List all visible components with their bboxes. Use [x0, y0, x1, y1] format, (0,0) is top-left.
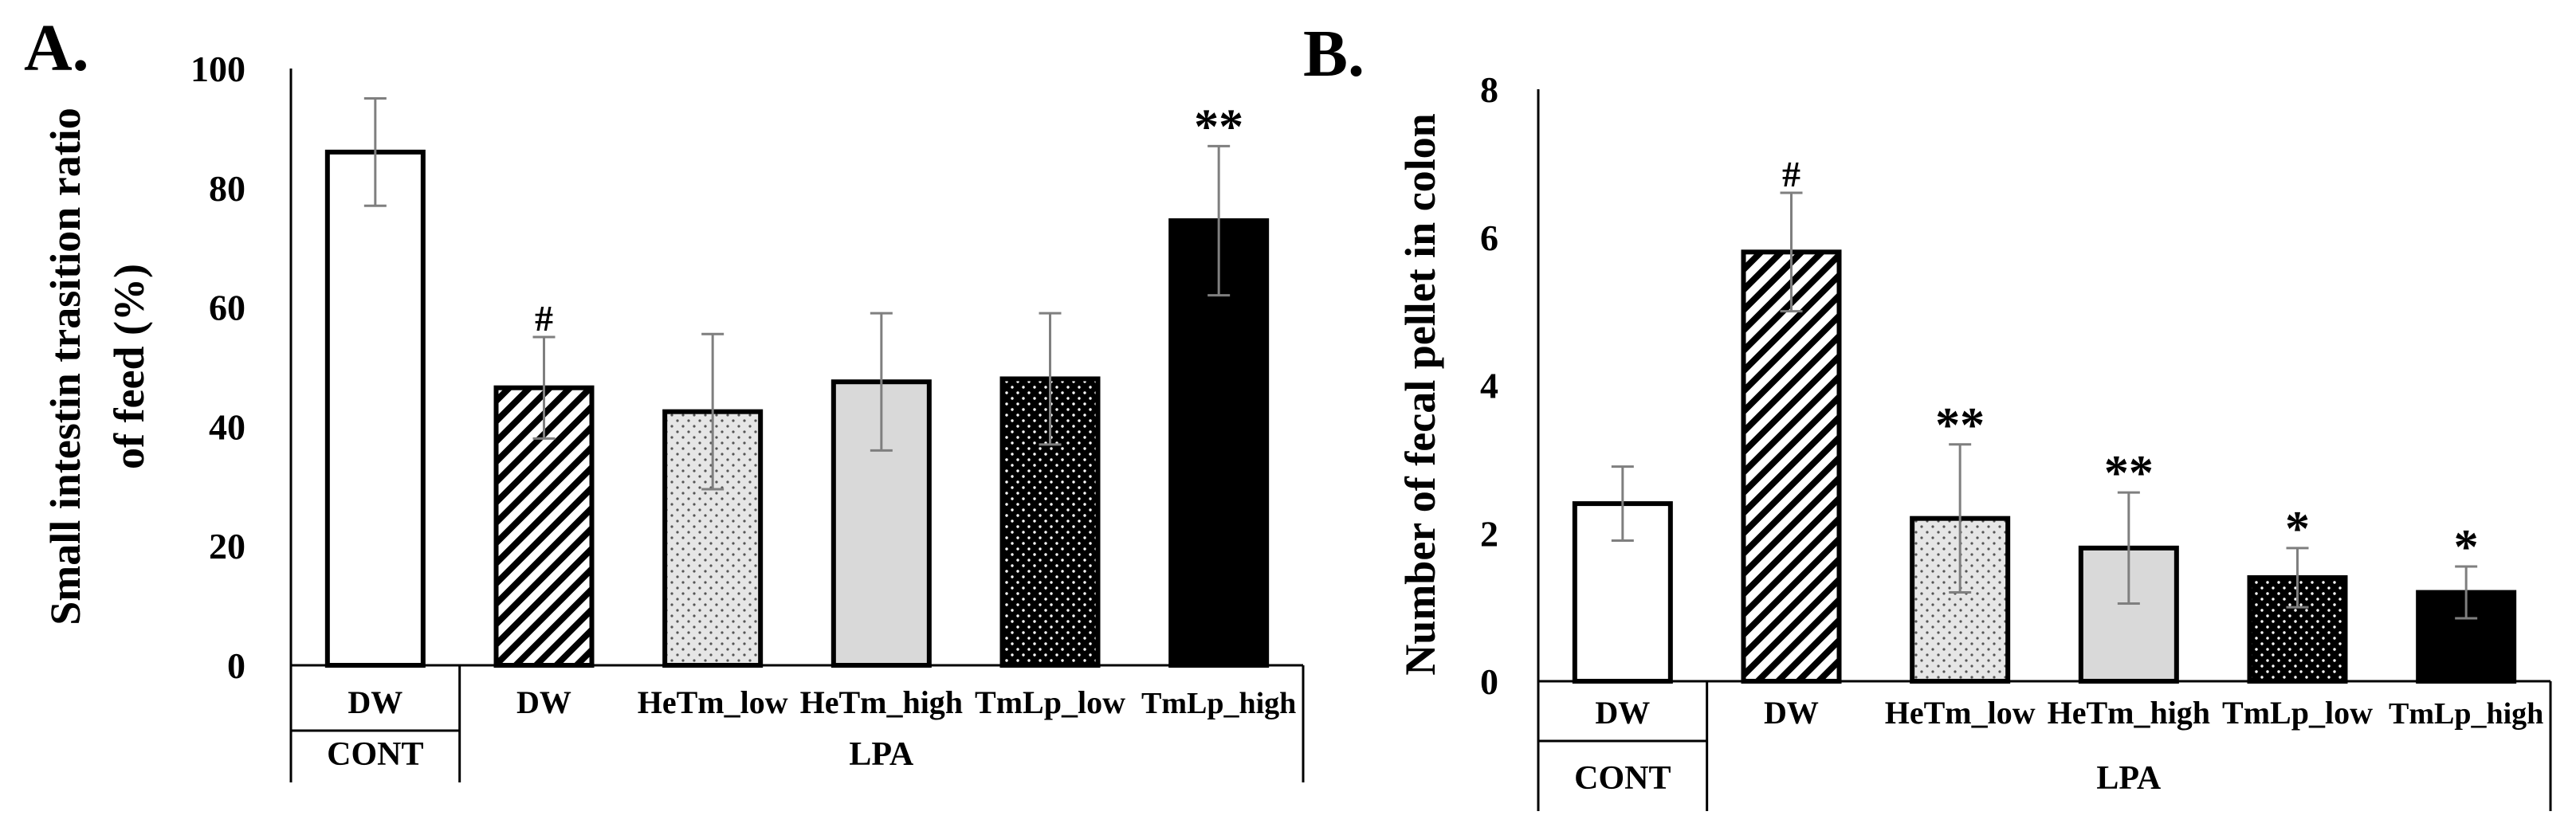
panel-label: A. [24, 11, 89, 85]
y-tick-label: 100 [190, 49, 245, 89]
significance-label: # [535, 298, 553, 339]
category-label: TmLp_high [2389, 697, 2543, 731]
group-label: LPA [2096, 760, 2162, 797]
category-label: DW [516, 684, 571, 720]
y-tick-label: 0 [227, 645, 245, 686]
category-label: DW [348, 684, 402, 720]
category-label: TmLp_low [975, 684, 1125, 720]
group-label: CONT [327, 736, 423, 773]
category-label: TmLp_low [2222, 695, 2373, 731]
y-axis-label: Small intestin trasition ratio [41, 108, 89, 625]
category-label: HeTm_low [638, 684, 788, 720]
group-label: CONT [1574, 760, 1671, 797]
y-axis-label: of feed (%) [105, 264, 153, 469]
category-label: DW [1764, 695, 1819, 731]
y-tick-label: 0 [1480, 661, 1498, 702]
bar-dw [1741, 249, 1842, 684]
panel-label: B. [1303, 17, 1365, 91]
significance-label: * [2285, 502, 2310, 556]
y-tick-label: 4 [1480, 366, 1498, 406]
y-tick-label: 8 [1480, 69, 1498, 110]
y-tick-label: 2 [1480, 513, 1498, 554]
y-tick-label: 20 [209, 526, 245, 566]
panel-b: B. Number of fecal pellet in colon 0 2 4 6 8 DW… [1303, 17, 2552, 811]
significance-label: # [1782, 154, 1800, 194]
significance-label: ** [1194, 100, 1243, 154]
panel-a: A. Small intestin trasition ratio of feed … [24, 11, 1305, 782]
y-tick-label: 60 [209, 288, 245, 328]
category-label: TmLp_high [1141, 687, 1296, 720]
y-tick-label: 40 [209, 406, 245, 447]
bar-dw [324, 149, 426, 668]
y-tick-label: 6 [1480, 218, 1498, 258]
significance-label: ** [1935, 398, 1985, 453]
significance-label: * [2454, 520, 2479, 574]
category-label: HeTm_high [800, 684, 963, 720]
category-label: HeTm_high [2048, 695, 2210, 731]
category-label: HeTm_low [1885, 695, 2036, 731]
significance-label: ** [2104, 446, 2154, 500]
group-label: LPA [849, 736, 914, 773]
y-tick-label: 80 [209, 168, 245, 209]
y-axis-label: Number of fecal pellet in colon [1396, 113, 1444, 675]
category-label: DW [1595, 695, 1650, 731]
